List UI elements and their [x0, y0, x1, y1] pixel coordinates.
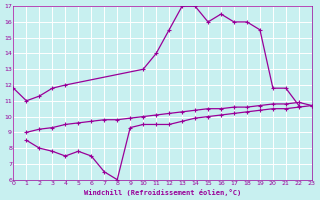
- X-axis label: Windchill (Refroidissement éolien,°C): Windchill (Refroidissement éolien,°C): [84, 189, 241, 196]
